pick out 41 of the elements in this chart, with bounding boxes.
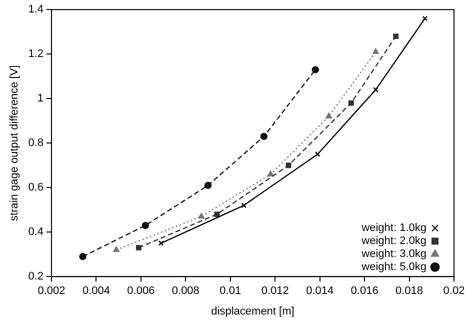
x-tick-label: 0.02: [443, 285, 465, 298]
point: [373, 86, 378, 92]
y-axis-title: strain gage output difference [V]: [8, 65, 21, 221]
x-tick-label: 0.002: [38, 285, 66, 298]
y-tick-label: 1.4: [28, 4, 44, 16]
point: [142, 222, 150, 230]
y-tick-label: 0.4: [28, 226, 44, 238]
point: [136, 244, 142, 250]
point: [348, 100, 354, 106]
point: [241, 202, 247, 208]
x-tick-label: 0.008: [172, 285, 200, 298]
x-tick-label: 0.016: [350, 285, 378, 298]
y-tick-label: 0.6: [28, 182, 44, 194]
legend-label: weight: 3.0kg: [360, 248, 426, 260]
x-tick-label: 0.012: [261, 285, 289, 298]
y-tick-label: 0.2: [28, 270, 44, 283]
point: [372, 48, 379, 54]
y-tick-label: 1: [37, 92, 44, 105]
point: [267, 170, 274, 176]
legend-label: weight: 5.0kg: [360, 261, 426, 274]
point: [79, 252, 86, 260]
point: [314, 152, 320, 157]
point: [393, 34, 399, 40]
legend-label: weight: 2.0kg: [360, 235, 426, 248]
y-tick-label: 1.2: [28, 48, 44, 60]
point: [204, 182, 212, 189]
point: [312, 66, 319, 74]
point: [113, 246, 120, 252]
point: [326, 112, 332, 118]
y-tick-label: 0.8: [28, 137, 44, 150]
point: [198, 212, 205, 219]
x-tick-label: 0.006: [127, 285, 155, 298]
x-tick-label: 0.004: [82, 285, 110, 298]
x-tick-label: 0.014: [306, 285, 334, 298]
point: [286, 162, 292, 168]
x-tick-label: 0.01: [220, 285, 242, 298]
point: [214, 212, 220, 218]
x-axis-title: displacement [m]: [211, 305, 294, 318]
point: [260, 132, 268, 140]
x-tick-label: 0.018: [396, 285, 424, 298]
legend-label: weight: 1.0kg: [360, 222, 426, 234]
